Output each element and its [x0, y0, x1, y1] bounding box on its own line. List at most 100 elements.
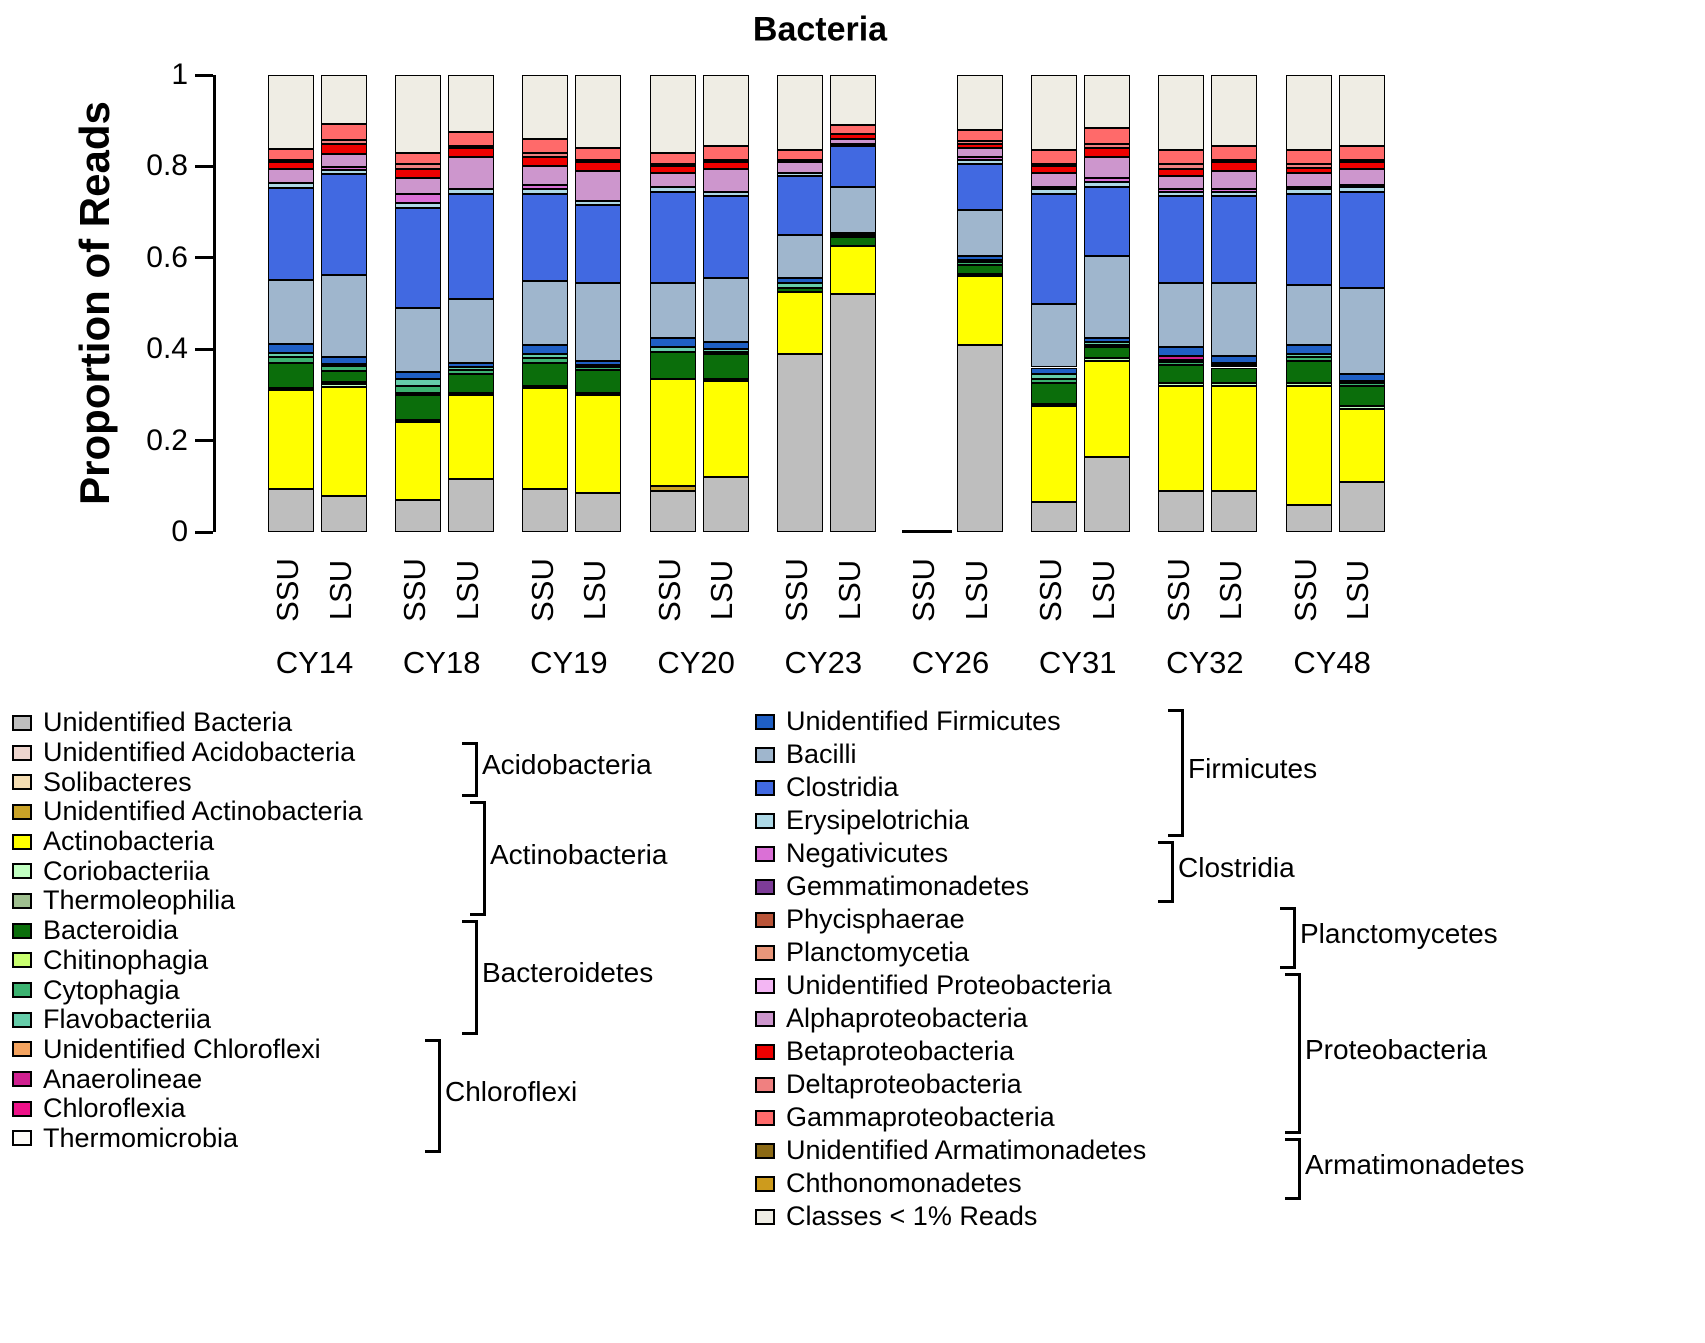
segment-unidentified-bacteria — [1211, 490, 1258, 532]
phylum-bracket-proteobacteria — [1285, 973, 1301, 1134]
segment-negativicutes — [1084, 177, 1131, 183]
legend-item-clostridia: Clostridia — [755, 771, 1146, 804]
segment-clostridia — [395, 207, 442, 309]
segment-deltaproteobacteria — [575, 159, 622, 162]
group-label-cy32: CY32 — [1166, 645, 1244, 680]
segment-actinobacteria — [829, 246, 876, 295]
bar-cy31-ssu — [1031, 75, 1078, 532]
segment-betaproteobacteria — [268, 162, 314, 170]
segment-negativicutes — [395, 193, 442, 203]
segment-anaerolineae — [1158, 356, 1205, 360]
segment-betaproteobacteria — [957, 143, 1003, 149]
segment-unidentified-actinobacteria — [649, 486, 696, 491]
legend-item-label: Clostridia — [786, 772, 899, 802]
legend-item-label: Anaerolineae — [43, 1063, 203, 1094]
segment-gammaproteobacteria — [1285, 150, 1332, 165]
segment-alphaproteobacteria — [395, 177, 442, 194]
legend-swatch-bacilli — [755, 746, 775, 763]
segment-coriobacteriia — [957, 273, 1003, 277]
legend-swatch-chloroflexia — [12, 1100, 32, 1117]
segment-flavobacteriia — [1031, 374, 1078, 379]
segment-deltaproteobacteria — [1338, 159, 1385, 162]
segment-actinobacteria — [1338, 408, 1385, 482]
segment-betaproteobacteria — [1285, 167, 1332, 174]
y-tick-mark — [195, 256, 213, 260]
segment-flavobacteriia — [268, 352, 314, 358]
legend-item-bacilli: Bacilli — [755, 738, 1146, 771]
segment-erysipelotrichia — [776, 173, 823, 176]
segment-bacteroidia — [575, 369, 622, 393]
segment-unidentified-firmicutes — [1285, 344, 1332, 354]
legend-item-gammaproteobacteria: Gammaproteobacteria — [755, 1101, 1146, 1134]
legend-item-classes-1-reads: Classes < 1% Reads — [755, 1200, 1146, 1233]
segment-cytophagia — [1084, 344, 1131, 347]
segment-deltaproteobacteria — [321, 139, 367, 145]
legend-item-label: Solibacteres — [43, 766, 192, 797]
segment-alphaproteobacteria — [1084, 157, 1131, 178]
legend-item-label: Unidentified Acidobacteria — [43, 737, 356, 768]
segment-gammaproteobacteria — [829, 125, 876, 135]
x-label-text: SSU — [651, 558, 687, 622]
phylum-label-armatimonadetes: Armatimonadetes — [1305, 1149, 1525, 1180]
legend-swatch-anaerolineae — [12, 1071, 32, 1088]
phylum-bracket-chloroflexi — [425, 1038, 441, 1154]
bar-cy14-lsu — [321, 75, 367, 532]
segment-deltaproteobacteria — [649, 164, 696, 167]
segment-gammaproteobacteria — [268, 148, 314, 161]
legend-item-anaerolineae: Anaerolineae — [12, 1064, 363, 1094]
segment-unidentified-firmicutes — [1158, 346, 1205, 357]
x-label-text: LSU — [1340, 559, 1376, 621]
segment-erysipelotrichia — [1338, 186, 1385, 192]
segment-bacilli — [395, 308, 442, 373]
segment-cytophagia — [957, 262, 1003, 265]
segment-bacilli — [1158, 282, 1205, 347]
legend-swatch-thermoleophilia — [12, 892, 32, 909]
segment-classes-1-reads — [321, 75, 367, 124]
segment-betaproteobacteria — [1158, 168, 1205, 176]
legend-item-label: Gammaproteobacteria — [786, 1102, 1055, 1132]
segment-clostridia — [1084, 186, 1131, 256]
legend-swatch-flavobacteriia — [12, 1011, 32, 1028]
phylum-label-firmicutes: Firmicutes — [1188, 753, 1318, 784]
y-tick-label: 0.8 — [146, 149, 188, 183]
segment-bacteroidia — [649, 351, 696, 379]
legend-swatch-unidentified-chloroflexi — [12, 1041, 32, 1058]
legend-swatch-chthonomonadetes — [755, 1175, 775, 1192]
segment-gammaproteobacteria — [776, 150, 823, 160]
x-label-cy48-lsu: LSU — [1336, 542, 1382, 638]
segment-betaproteobacteria — [1084, 148, 1131, 158]
segment-bacteroidia — [1285, 360, 1332, 384]
legend-item-label: Betaproteobacteria — [786, 1036, 1015, 1066]
phylum-label-acidobacteria: Acidobacteria — [482, 749, 652, 781]
group-label-cy23: CY23 — [784, 645, 863, 680]
group-label-cy48: CY48 — [1293, 645, 1371, 680]
legend-item-label: Gemmatimonadetes — [786, 871, 1030, 901]
group-label-cy19: CY19 — [530, 645, 608, 680]
legend-item-label: Thermomicrobia — [43, 1122, 239, 1153]
segment-clostridia — [1211, 196, 1258, 283]
segment-gammaproteobacteria — [448, 132, 495, 146]
phylum-bracket-acidobacteria — [462, 741, 478, 798]
segment-unidentified-bacteria — [829, 294, 876, 532]
group-label-cy26: CY26 — [911, 645, 990, 680]
legend-swatch-unidentified-proteobacteria — [755, 977, 775, 994]
legend-item-label: Unidentified Actinobacteria — [43, 796, 363, 827]
segment-erysipelotrichia — [649, 186, 696, 192]
segment-erysipelotrichia — [448, 189, 495, 194]
x-label-cy20-ssu: SSU — [647, 542, 693, 638]
x-label-text: SSU — [1287, 558, 1323, 622]
x-label-text: LSU — [323, 559, 358, 621]
segment-bacteroidia — [1338, 385, 1385, 407]
segment-deltaproteobacteria — [1285, 164, 1332, 168]
segment-coriobacteriia — [522, 385, 569, 389]
segment-betaproteobacteria — [1338, 161, 1385, 169]
segment-actinobacteria — [448, 394, 495, 480]
segment-bacilli — [522, 280, 569, 345]
segment-coriobacteriia — [395, 420, 442, 423]
segment-bacilli — [1338, 287, 1385, 375]
legend-item-label: Coriobacteriia — [43, 855, 210, 886]
y-axis-ticks: 0 0.2 0.4 0.6 0.8 1 — [146, 58, 1396, 548]
legend-item-cytophagia: Cytophagia — [12, 975, 363, 1005]
segment-unidentified-firmicutes — [776, 278, 823, 283]
legend-item-label: Actinobacteria — [43, 826, 215, 857]
